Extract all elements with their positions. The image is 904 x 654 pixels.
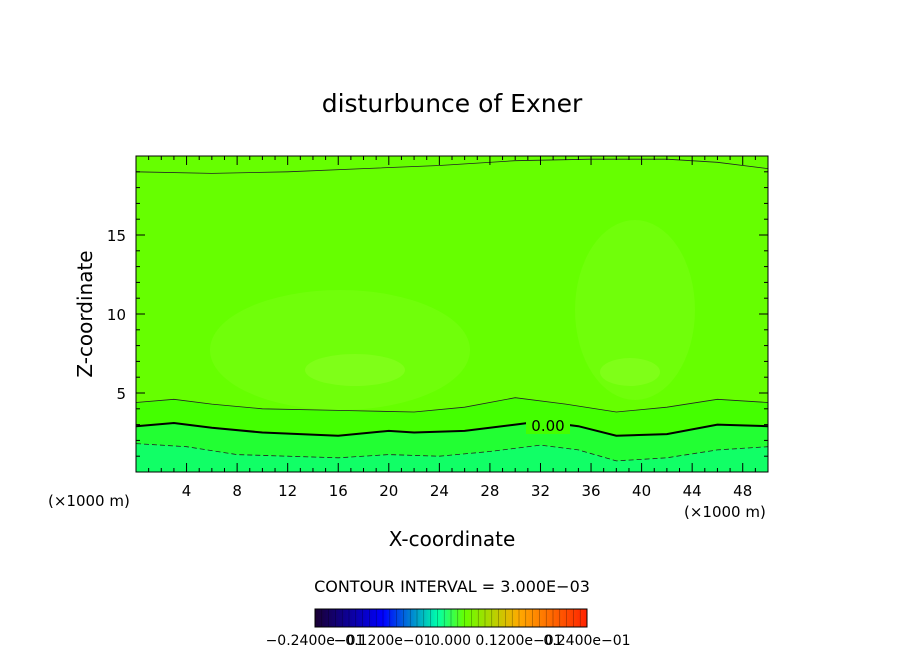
light-region-right	[575, 220, 695, 400]
y-tick-label: 15	[107, 227, 126, 245]
x-tick-label: 48	[733, 482, 752, 500]
x-tick-label: 12	[278, 482, 297, 500]
light-region-left-core	[305, 354, 405, 386]
chart-title: disturbunce of Exner	[322, 89, 583, 118]
colorbar-label: 0.000	[431, 633, 471, 649]
x-tick-label: 32	[531, 482, 550, 500]
colorbar-label: 0.1200e−01	[475, 633, 562, 649]
y-tick-label: 5	[116, 385, 126, 403]
contour-line-dashed	[136, 443, 768, 462]
plot-area	[136, 156, 768, 472]
colorbar-labels: −0.2400e−01−0.1200e−010.000 0.1200e−010.2…	[266, 633, 631, 649]
x-tick-label: 4	[182, 482, 192, 500]
colorbar-label: −0.2400e−01	[266, 633, 365, 649]
x-tick-label: 24	[430, 482, 449, 500]
x-tick-label: 16	[329, 482, 348, 500]
contour-line-mid	[136, 397, 768, 413]
x-tick-label: 20	[379, 482, 398, 500]
contour-interval-label: CONTOUR INTERVAL = 3.000E−03	[314, 577, 590, 596]
colorbar-label: −0.1200e−01	[334, 633, 433, 649]
colorbar-stripes	[321, 609, 581, 627]
colorbar-label: 0.2400e−01	[543, 633, 630, 649]
y-tick-label: 10	[107, 306, 126, 324]
light-region-right-core	[600, 358, 660, 386]
light-region-left	[210, 290, 470, 410]
x-unit-left: (×1000 m)	[48, 492, 130, 510]
y-axis-label: Z-coordinate	[73, 250, 97, 377]
x-tick-label: 8	[232, 482, 242, 500]
contour-label: 0.00	[531, 417, 564, 435]
x-tick-label: 44	[683, 482, 702, 500]
contour-band-low2	[136, 443, 768, 472]
x-unit-right: (×1000 m)	[684, 503, 766, 521]
contour-line-zero	[136, 420, 768, 437]
x-tick-label: 28	[480, 482, 499, 500]
x-axis-label: X-coordinate	[389, 527, 516, 551]
contour-label-bg	[526, 416, 570, 434]
x-tick-label: 40	[632, 482, 651, 500]
x-tick-label: 36	[581, 482, 600, 500]
